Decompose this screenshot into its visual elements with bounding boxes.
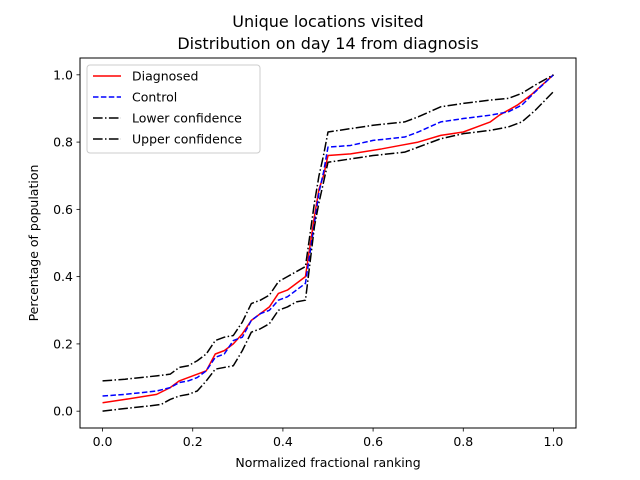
legend: Diagnosed Control Lower confidence Upper co… <box>86 64 261 154</box>
x-tick-label: 0.6 <box>363 434 383 449</box>
legend-label: Upper confidence <box>132 132 243 147</box>
y-tick-label: 0.8 <box>53 135 73 150</box>
y-axis-label: Percentage of population <box>26 165 41 322</box>
y-tick-label: 0.4 <box>53 269 73 284</box>
x-axis: 0.0 0.2 0.4 0.6 0.8 1.0 <box>93 428 564 449</box>
plot-frame <box>79 57 577 429</box>
chart-subtitle: Distribution on day 14 from diagnosis <box>177 34 478 53</box>
y-tick-label: 0.2 <box>53 336 73 351</box>
x-tick-label: 0.8 <box>453 434 473 449</box>
x-tick-label: 1.0 <box>544 434 564 449</box>
y-tick-label: 0.6 <box>53 202 73 217</box>
series-line-upper-confidence <box>102 74 554 382</box>
x-tick-label: 0.0 <box>93 434 113 449</box>
y-tick-label: 1.0 <box>53 67 73 82</box>
legend-label: Diagnosed <box>132 69 198 84</box>
x-tick-label: 0.2 <box>183 434 203 449</box>
plot-area <box>102 74 554 412</box>
y-tick-label: 0.0 <box>53 404 73 419</box>
x-axis-label: Normalized fractional ranking <box>235 455 420 470</box>
legend-label: Lower confidence <box>132 111 242 126</box>
chart-title: Unique locations visited <box>232 12 423 31</box>
legend-box <box>86 64 261 154</box>
series-line-diagnosed <box>102 74 554 404</box>
legend-label: Control <box>132 90 177 105</box>
series-line-lower-confidence <box>102 91 554 412</box>
y-axis: 0.0 0.2 0.4 0.6 0.8 1.0 <box>53 67 80 419</box>
x-tick-label: 0.4 <box>273 434 293 449</box>
